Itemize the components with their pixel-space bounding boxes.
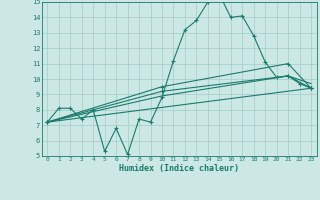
X-axis label: Humidex (Indice chaleur): Humidex (Indice chaleur) [119,164,239,173]
